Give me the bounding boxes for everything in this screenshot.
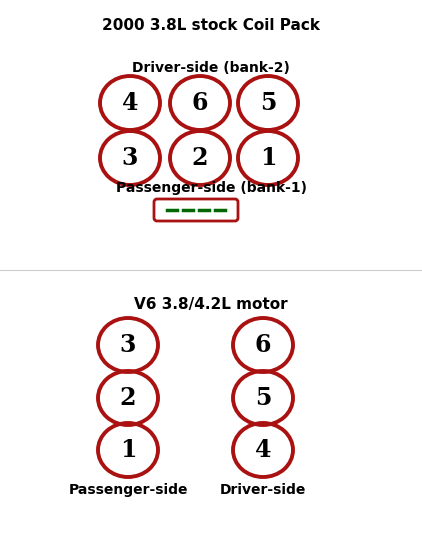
Text: 5: 5 bbox=[255, 386, 271, 410]
Text: Driver-side: Driver-side bbox=[220, 483, 306, 497]
Text: 2000 3.8L stock Coil Pack: 2000 3.8L stock Coil Pack bbox=[102, 18, 320, 33]
Text: 3: 3 bbox=[120, 333, 136, 357]
Text: 4: 4 bbox=[122, 91, 138, 115]
Text: 3: 3 bbox=[122, 146, 138, 170]
Text: 2: 2 bbox=[120, 386, 136, 410]
Text: Driver-side (bank-2): Driver-side (bank-2) bbox=[132, 61, 290, 75]
Text: 5: 5 bbox=[260, 91, 276, 115]
Text: 1: 1 bbox=[260, 146, 276, 170]
FancyBboxPatch shape bbox=[154, 199, 238, 221]
Text: 4: 4 bbox=[255, 438, 271, 462]
Text: V6 3.8/4.2L motor: V6 3.8/4.2L motor bbox=[134, 297, 288, 312]
Text: 6: 6 bbox=[192, 91, 208, 115]
Text: Passenger-side (bank-1): Passenger-side (bank-1) bbox=[116, 181, 306, 195]
Text: Passenger-side: Passenger-side bbox=[68, 483, 188, 497]
Text: 2: 2 bbox=[192, 146, 208, 170]
Text: 6: 6 bbox=[255, 333, 271, 357]
Text: 1: 1 bbox=[120, 438, 136, 462]
